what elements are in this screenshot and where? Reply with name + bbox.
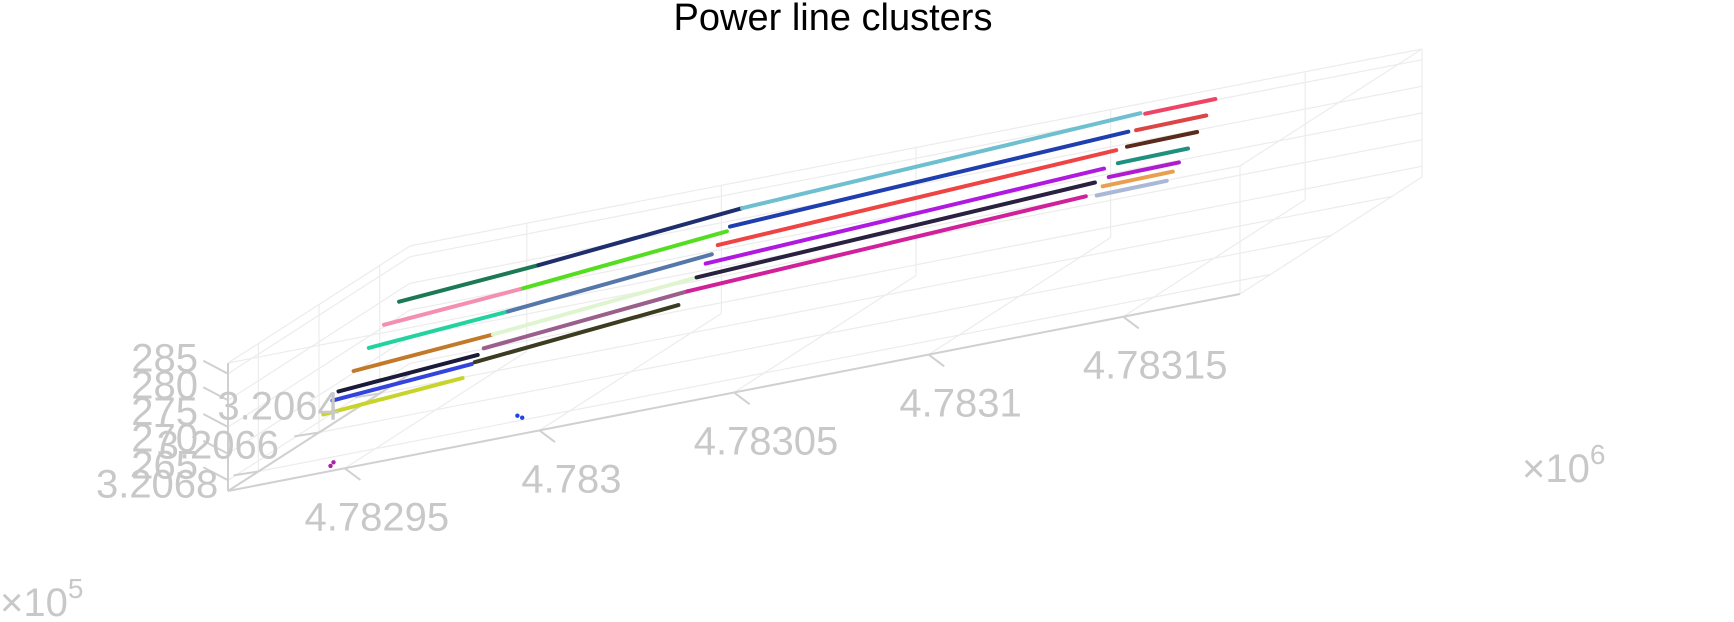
grid-line — [318, 234, 1332, 434]
series-line — [506, 252, 714, 314]
x-tick-label: 4.7831 — [899, 382, 1021, 426]
x-tick-label: 4.78305 — [694, 420, 839, 464]
series-line — [397, 263, 541, 304]
y-tick-mark — [233, 470, 259, 477]
data-point — [520, 415, 525, 420]
z-tick-mark — [202, 413, 229, 428]
series-line — [715, 148, 1119, 248]
z-tick-label: 285 — [131, 337, 198, 381]
axes — [202, 293, 1241, 492]
x-tick-mark — [1122, 315, 1140, 330]
box-edge — [227, 245, 411, 364]
x-tick-mark — [927, 353, 945, 368]
y-tick-label: 3.2068 — [96, 463, 218, 507]
series-line — [481, 289, 690, 351]
series-line — [351, 332, 495, 373]
data-point — [331, 460, 336, 465]
series-line — [1115, 146, 1190, 166]
grid-line — [409, 165, 1423, 364]
grid-line — [227, 336, 411, 455]
y-tick-mark — [354, 392, 380, 399]
z-tick-label: 265 — [131, 443, 198, 487]
grid — [227, 48, 1423, 481]
series-line — [685, 194, 1088, 294]
series-line — [336, 352, 480, 394]
series-line — [1094, 178, 1169, 198]
series-line — [740, 111, 1143, 211]
grid-line — [227, 309, 411, 428]
series-line — [366, 309, 511, 350]
data-point — [328, 463, 333, 469]
data-point — [515, 413, 520, 418]
tick-labels: 4.782954.7834.783054.78314.783153.20643.… — [96, 337, 1228, 540]
series-line — [1143, 97, 1218, 116]
z-tick-label: 280 — [131, 363, 198, 407]
box-edge — [1239, 48, 1423, 167]
z-tick-label: 275 — [131, 390, 198, 434]
grid-line — [258, 273, 1271, 473]
box-edge — [227, 165, 1241, 364]
x-tick-label: 4.78295 — [305, 495, 450, 539]
grid-line — [409, 85, 1423, 284]
x-tick-label: 4.78315 — [1083, 344, 1228, 388]
series-line — [1106, 160, 1181, 180]
grid-line — [227, 282, 411, 401]
series-line — [1134, 113, 1209, 133]
z-tick-mark — [202, 466, 229, 482]
z-tick-mark — [202, 439, 229, 455]
z-tick-mark — [202, 359, 229, 375]
series-line — [321, 376, 465, 417]
series-line — [728, 129, 1131, 229]
grid-line — [227, 256, 411, 375]
series-line — [472, 303, 681, 365]
y-tick-mark — [294, 431, 320, 438]
z-tick-mark — [202, 386, 229, 402]
series-line — [536, 206, 745, 268]
series-line — [703, 166, 1106, 266]
chart-title: Power line clusters — [674, 0, 993, 39]
series-line — [490, 275, 699, 337]
grid-line — [379, 195, 1392, 395]
series — [321, 97, 1218, 469]
box-edge — [409, 48, 1423, 247]
z-tick-label: 270 — [131, 417, 198, 461]
series-line — [382, 286, 526, 327]
x-tick-mark — [344, 467, 361, 481]
x-exponent-label: ×106 — [1522, 439, 1605, 491]
y-exponent-label: ×105 — [0, 573, 83, 622]
y-tick-label: 3.2064 — [217, 385, 339, 429]
x-tick-mark — [733, 391, 751, 406]
grid-line — [409, 59, 1423, 258]
series-line — [330, 362, 474, 403]
series-line — [1125, 130, 1200, 149]
box-edge — [1239, 176, 1423, 295]
series-line — [521, 229, 729, 291]
y-tick-label: 3.2066 — [157, 424, 279, 468]
x-tick-mark — [538, 429, 556, 443]
grid-line — [227, 362, 411, 481]
series-line — [694, 180, 1097, 280]
series-line — [1100, 169, 1175, 189]
x-tick-label: 4.783 — [521, 457, 621, 501]
